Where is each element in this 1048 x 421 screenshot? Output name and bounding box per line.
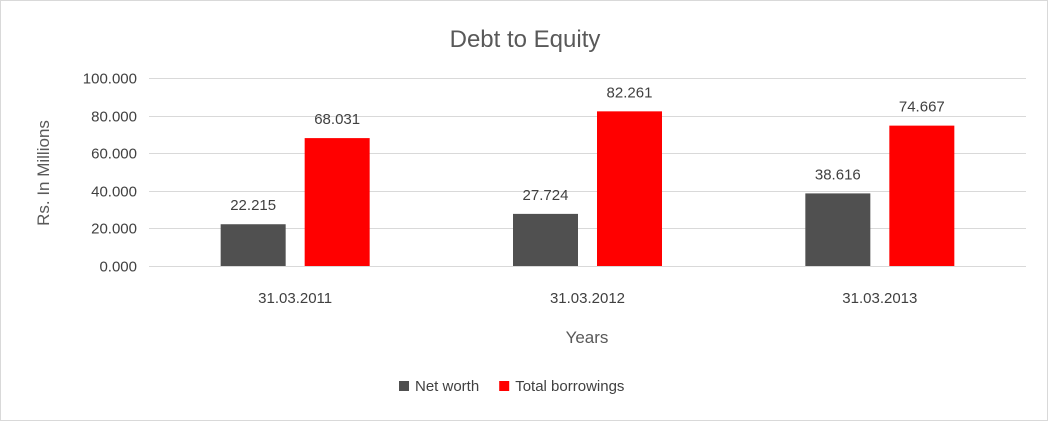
data-label: 38.616 [815,166,861,183]
chart-title: Debt to Equity [450,26,601,53]
y-axis-title: Rs. In Millions [34,120,53,226]
legend-label: Net worth [415,378,479,395]
y-tick-label: 80.000 [91,109,137,126]
x-tick-label: 31.03.2011 [258,290,332,307]
y-axis-tick-labels: 0.000 20.000 40.000 60.000 80.000 100.000 [83,71,137,276]
data-label: 82.261 [607,84,653,101]
x-tick-label: 31.03.2012 [550,290,625,307]
bar-net-worth-3 [805,193,871,266]
bar-total-borrowings-1 [304,138,370,266]
y-tick-label: 40.000 [91,184,137,201]
bar-total-borrowings-2 [597,111,662,266]
data-label: 68.031 [314,111,360,128]
data-labels: 22.215 68.031 27.724 82.261 38.616 74.667 [230,84,945,214]
x-axis-title: Years [566,328,609,347]
x-tick-label: 31.03.2013 [842,290,917,307]
bars [220,111,955,266]
legend-swatch [499,381,510,391]
legend: Net worth Total borrowings [399,378,624,395]
x-axis-tick-labels: 31.03.2011 31.03.2012 31.03.2013 [258,290,917,307]
bar-net-worth-2 [513,213,578,266]
bar-net-worth-1 [220,224,286,266]
data-label: 74.667 [899,99,945,116]
y-tick-label: 60.000 [91,146,137,163]
legend-swatch [399,381,409,391]
bar-total-borrowings-3 [889,125,955,266]
data-label: 22.215 [230,197,276,214]
legend-label: Total borrowings [515,378,624,395]
y-tick-label: 20.000 [91,221,137,238]
data-label: 27.724 [523,187,569,204]
y-tick-label: 0.000 [99,259,137,276]
gridlines [149,78,1026,267]
y-tick-label: 100.000 [83,71,137,88]
